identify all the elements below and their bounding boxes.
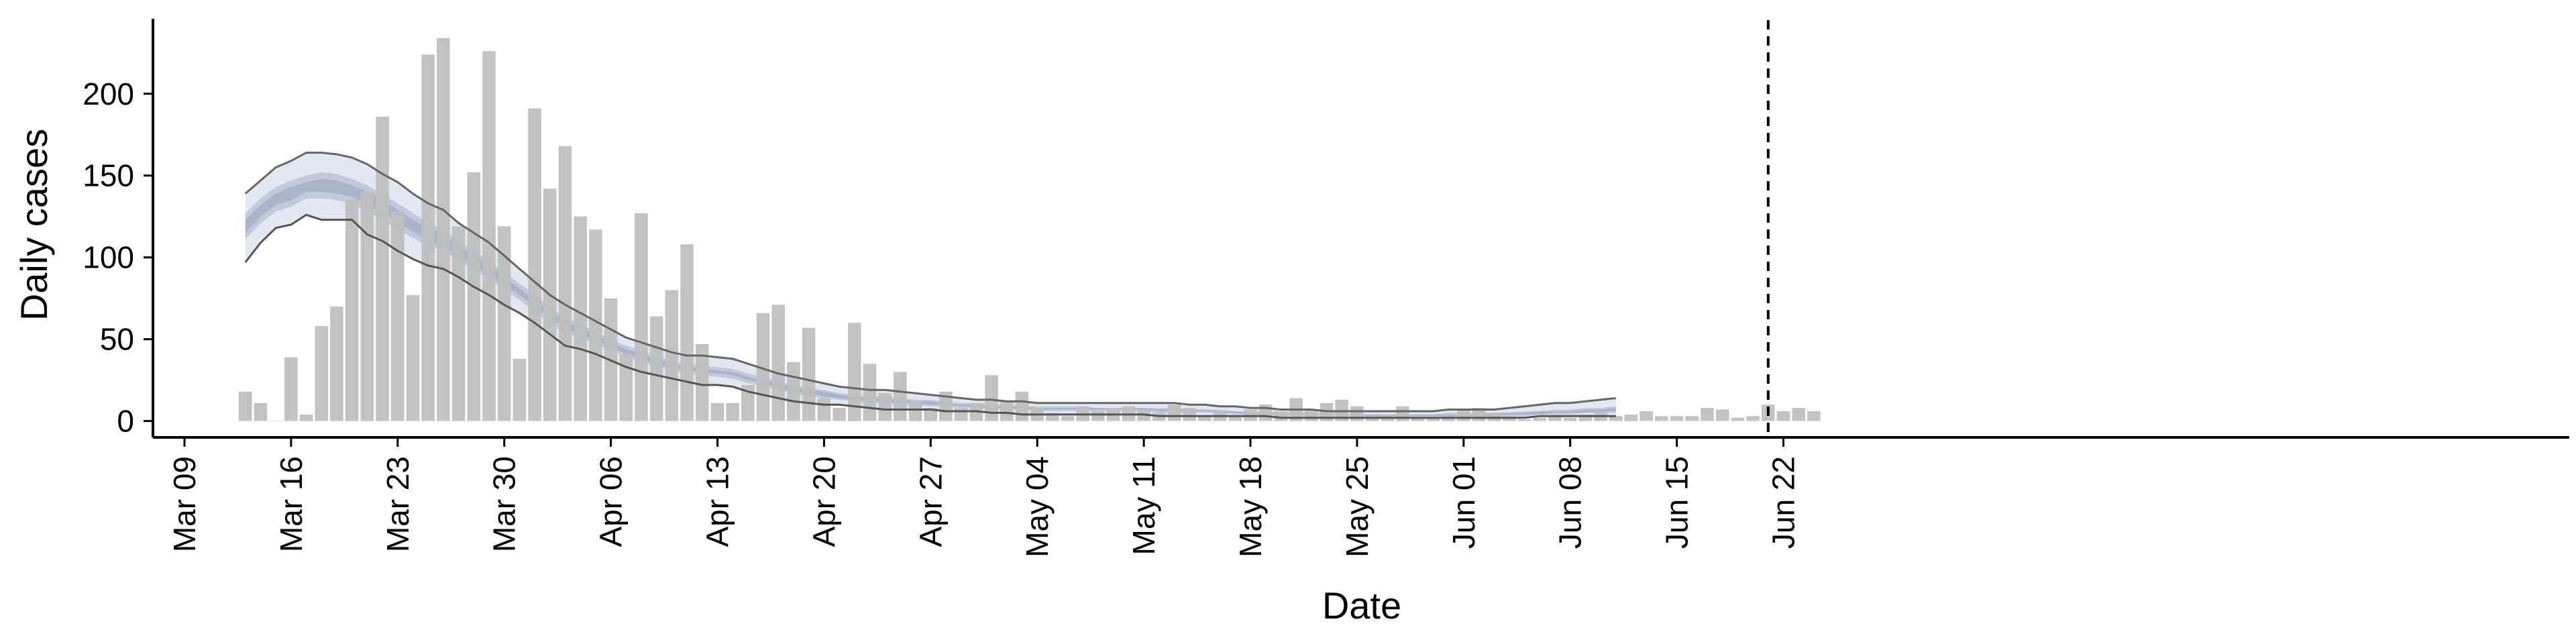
case-bar <box>330 307 343 421</box>
x-tick-label: May 18 <box>1233 456 1268 557</box>
x-tick-label: Mar 30 <box>487 456 522 552</box>
case-bar <box>1183 408 1196 421</box>
x-tick-label: May 25 <box>1340 456 1375 557</box>
x-tick-label: Mar 09 <box>167 456 202 552</box>
y-axis-ticks: 0 50 100 150 200 <box>83 76 153 439</box>
upper-interval-line <box>246 153 1616 411</box>
case-bar <box>772 305 786 421</box>
case-bar <box>1625 415 1638 421</box>
case-bar <box>1305 410 1318 421</box>
case-bar <box>955 408 968 421</box>
case-bar <box>1350 407 1364 421</box>
case-bar <box>1016 392 1029 421</box>
case-bar <box>863 364 877 421</box>
case-bar <box>818 398 831 421</box>
case-bar <box>635 213 648 421</box>
case-bar <box>802 328 816 421</box>
case-bar <box>1564 418 1577 421</box>
x-tick-label: May 11 <box>1126 456 1161 555</box>
case-bar <box>1061 416 1075 421</box>
case-bar <box>1716 410 1729 421</box>
case-bar <box>1396 407 1409 421</box>
case-bar <box>407 295 420 421</box>
x-tick-label: Apr 20 <box>806 456 841 547</box>
case-bar <box>1807 411 1821 421</box>
uncertainty-bands <box>246 153 1616 418</box>
core_band <box>246 179 1616 417</box>
x-tick-label: Jun 15 <box>1660 456 1695 549</box>
x-tick-label: Apr 13 <box>700 456 735 547</box>
case-bar <box>528 109 541 421</box>
case-bar <box>726 403 739 421</box>
case-bar <box>1746 416 1760 421</box>
x-tick-label: Jun 22 <box>1766 456 1801 549</box>
case-bar <box>1731 418 1745 421</box>
case-bar <box>391 211 405 421</box>
case-bar <box>254 403 268 421</box>
y-axis-label: Daily cases <box>13 129 55 321</box>
case-bar <box>894 372 907 421</box>
case-bar <box>1275 411 1288 421</box>
case-bar <box>1792 408 1805 421</box>
inner_band <box>246 172 1616 417</box>
case-bar <box>1534 418 1547 421</box>
case-bar <box>711 403 724 421</box>
y-tick-label: 100 <box>83 240 134 275</box>
daily-case-bars <box>239 38 1821 421</box>
case-bar <box>543 189 557 421</box>
outer_band <box>246 153 1616 418</box>
case-bar <box>1457 410 1470 421</box>
case-bar <box>878 393 892 421</box>
case-bar <box>452 226 466 421</box>
case-bar <box>1777 411 1790 421</box>
y-tick-label: 150 <box>83 158 134 193</box>
case-bar <box>909 401 922 421</box>
case-bar <box>1670 416 1684 421</box>
case-bar <box>787 362 800 421</box>
case-bar <box>376 117 389 421</box>
y-tick-label: 50 <box>100 322 134 357</box>
case-bar <box>315 326 329 421</box>
case-bar <box>680 244 694 421</box>
case-bar <box>1701 408 1714 421</box>
case-bar <box>1640 411 1653 421</box>
case-bar <box>513 359 527 421</box>
x-tick-label: Mar 16 <box>274 456 309 552</box>
interval-lines <box>246 153 1616 418</box>
case-bar <box>284 358 298 421</box>
case-bar <box>574 217 587 421</box>
x-tick-label: May 04 <box>1020 456 1055 557</box>
x-axis-ticks: Mar 09 Mar 16 Mar 23 Mar 30 Apr 06 Apr 13 Apr … <box>167 437 1801 557</box>
x-tick-label: Mar 23 <box>380 456 415 552</box>
case-bar <box>239 392 252 421</box>
case-bar <box>665 290 679 421</box>
case-bar <box>1000 401 1014 421</box>
case-bar <box>482 51 496 421</box>
case-bar <box>421 54 435 421</box>
case-bar <box>300 415 313 421</box>
case-bar <box>468 172 481 421</box>
x-tick-label: Jun 01 <box>1446 456 1481 549</box>
x-tick-label: Jun 08 <box>1553 456 1588 549</box>
x-tick-label: Apr 06 <box>594 456 629 547</box>
case-bar <box>1518 419 1532 421</box>
case-bar <box>589 229 602 421</box>
case-bar <box>1655 416 1668 421</box>
y-tick-label: 0 <box>117 404 134 439</box>
case-bar <box>437 38 450 421</box>
case-bar <box>1168 405 1181 421</box>
case-bar <box>985 375 998 421</box>
case-bar <box>345 200 359 421</box>
case-bar <box>833 408 846 421</box>
case-bar <box>1686 416 1699 421</box>
case-bar <box>650 317 663 421</box>
y-tick-label: 200 <box>83 76 134 111</box>
case-bar <box>269 421 282 422</box>
case-bar <box>1091 411 1105 421</box>
x-axis-label: Date <box>1322 584 1401 627</box>
x-tick-label: Apr 27 <box>913 456 948 547</box>
case-bar <box>559 146 572 421</box>
case-bar <box>361 192 374 421</box>
